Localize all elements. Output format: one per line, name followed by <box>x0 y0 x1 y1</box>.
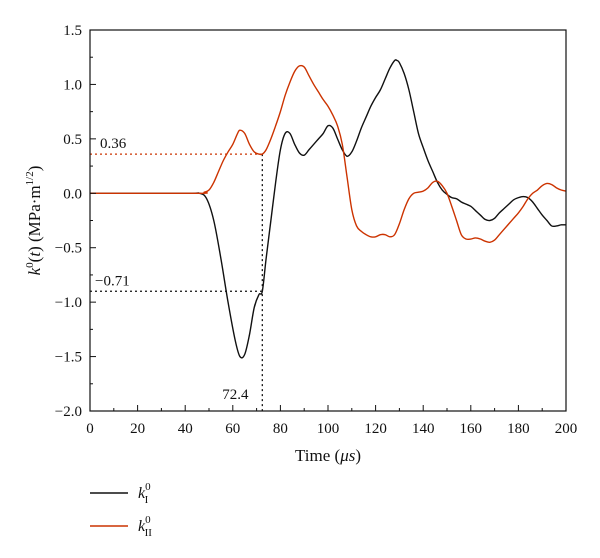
series-line-kI <box>90 59 567 359</box>
x-tick-label: 60 <box>225 421 240 437</box>
y-axis-ticks: 1.5 1.0 0.5 0.0 −0.5 −1.0 −1.5 −2.0 <box>55 23 96 420</box>
annotation-label-kI: −0.71 <box>95 273 130 289</box>
x-tick-label: 20 <box>130 421 145 437</box>
y-tick-label: 1.0 <box>63 77 82 93</box>
y-tick-label: 0.5 <box>63 132 82 148</box>
y-axis-title: k0(t) (MPa·m1/2) <box>24 166 44 276</box>
legend: k0 I k0 II <box>90 481 152 539</box>
annotation-lines <box>90 153 263 411</box>
x-tick-label: 100 <box>317 421 340 437</box>
x-axis-title: Time (μs) <box>295 446 361 465</box>
x-tick-label: 180 <box>507 421 530 437</box>
legend-label-kI: k0 I <box>138 481 151 506</box>
plot-frame <box>89 29 567 412</box>
series-group <box>89 59 567 359</box>
x-tick-label: 120 <box>364 421 387 437</box>
x-axis-ticks: 0 20 40 60 80 100 120 140 160 180 200 <box>86 405 577 437</box>
y-tick-label: 1.5 <box>63 23 82 39</box>
y-tick-label: −2.0 <box>55 404 82 420</box>
y-tick-label: 0.0 <box>63 186 82 202</box>
annotation-labels: 0.36 −0.71 72.4 <box>95 136 249 403</box>
x-tick-label: 80 <box>273 421 288 437</box>
x-tick-label: 140 <box>412 421 435 437</box>
annotation-label-time: 72.4 <box>222 387 249 403</box>
x-tick-label: 40 <box>178 421 193 437</box>
y-tick-label: −1.0 <box>55 295 82 311</box>
legend-label-kII: k0 II <box>138 514 152 539</box>
series-line-kII <box>89 64 567 243</box>
x-tick-label: 0 <box>86 421 94 437</box>
x-tick-label: 200 <box>555 421 578 437</box>
x-tick-label: 160 <box>460 421 483 437</box>
y-tick-label: −1.5 <box>55 350 82 366</box>
y-tick-label: −0.5 <box>55 241 82 257</box>
annotation-label-kII: 0.36 <box>100 136 127 152</box>
